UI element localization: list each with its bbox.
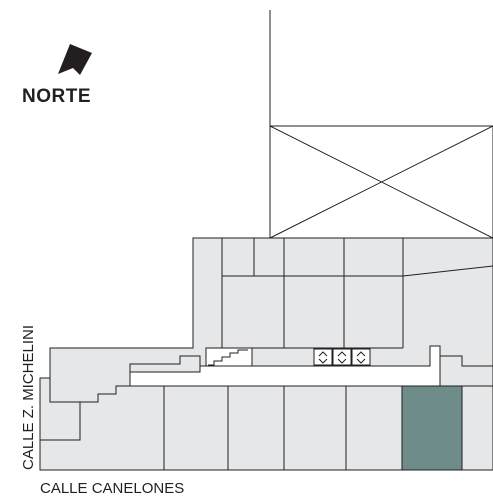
unit-outline — [80, 385, 130, 403]
elevator-icon — [313, 348, 333, 366]
unit-outline — [440, 355, 493, 367]
unit-outline — [129, 355, 201, 372]
street-label-west: CALLE Z. MICHELINI — [20, 324, 37, 470]
elevator-icon — [332, 348, 352, 366]
corridor — [129, 345, 441, 387]
street-label-south: CALLE CANELONES — [40, 480, 185, 497]
building-footprint — [39, 237, 493, 471]
patio-cross-b — [269, 125, 493, 239]
unit-divider — [402, 265, 493, 277]
elevator-icon — [351, 348, 371, 366]
highlighted-unit-bottom-right — [401, 385, 463, 471]
north-label: NORTE — [22, 86, 91, 107]
north-arrow-icon — [58, 44, 92, 75]
stairs-icon — [205, 347, 253, 367]
